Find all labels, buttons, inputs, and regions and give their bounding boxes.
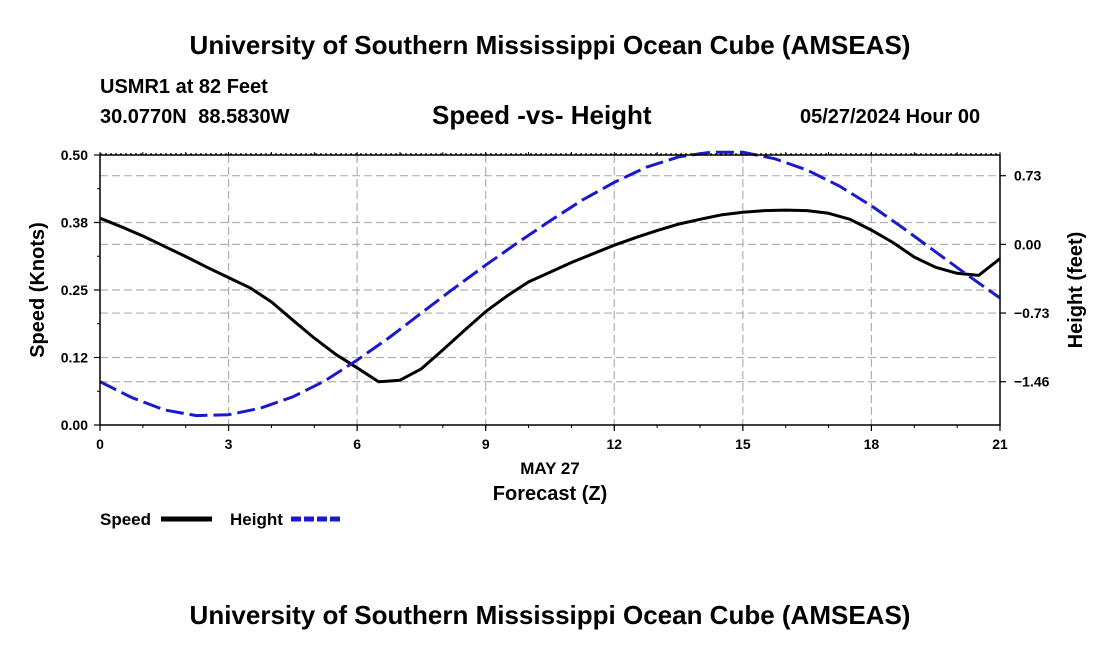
x-tick-label: 0: [96, 436, 104, 452]
y2-tick-label: −1.46: [1014, 374, 1050, 390]
x-tick-label: 18: [864, 436, 880, 452]
y-tick-label: 0.00: [61, 417, 88, 433]
chart-subtitle: Speed -vs- Height: [432, 100, 652, 130]
x-tick-label: 3: [225, 436, 233, 452]
y-tick-label: 0.12: [61, 350, 88, 366]
station-label: USMR1 at 82 Feet: [100, 76, 268, 98]
y-tick-labels: 0.00 0.12 0.25 0.38 0.50: [61, 147, 88, 433]
height-series-line: [99, 150, 1001, 418]
plot-frame: [99, 154, 1001, 426]
x-tick-label: 15: [735, 436, 751, 452]
legend: Speed Height: [100, 510, 342, 529]
speed-series-line: [99, 208, 1001, 384]
coordinates-label: 30.0770N 88.5830W: [100, 106, 290, 128]
forecast-datetime: 05/27/2024 Hour 00: [800, 106, 981, 128]
y2-tick-labels: 0.73 0.00 −0.73 −1.46: [1014, 168, 1050, 390]
y-tick-label: 0.25: [61, 282, 88, 298]
legend-speed-label: Speed: [100, 510, 151, 529]
footer-title: University of Southern Mississippi Ocean…: [189, 600, 911, 630]
x-tick-label: 21: [992, 436, 1008, 452]
series-layer: [99, 150, 1001, 418]
x-tick-labels: 0 3 6 9 12 15 18 21: [96, 436, 1008, 452]
y2-tick-label: −0.73: [1014, 305, 1050, 321]
y2-axis-title: Height (feet): [1065, 232, 1087, 349]
y-tick-label: 0.38: [61, 215, 88, 231]
chart-title: University of Southern Mississippi Ocean…: [189, 30, 911, 60]
y-tick-label: 0.50: [61, 147, 88, 163]
x-tick-label: 6: [353, 436, 361, 452]
x-tick-label: 9: [482, 436, 490, 452]
axis-ticks: [94, 152, 1006, 431]
y-axis-title: Speed (Knots): [27, 222, 49, 358]
grid-lines: [100, 155, 1000, 425]
x-tick-label: 12: [606, 436, 622, 452]
legend-height-label: Height: [230, 510, 283, 529]
y2-tick-label: 0.73: [1014, 168, 1041, 184]
x-axis-date-label: MAY 27: [520, 459, 580, 478]
y2-tick-label: 0.00: [1014, 236, 1041, 252]
x-axis-title: Forecast (Z): [493, 483, 607, 505]
